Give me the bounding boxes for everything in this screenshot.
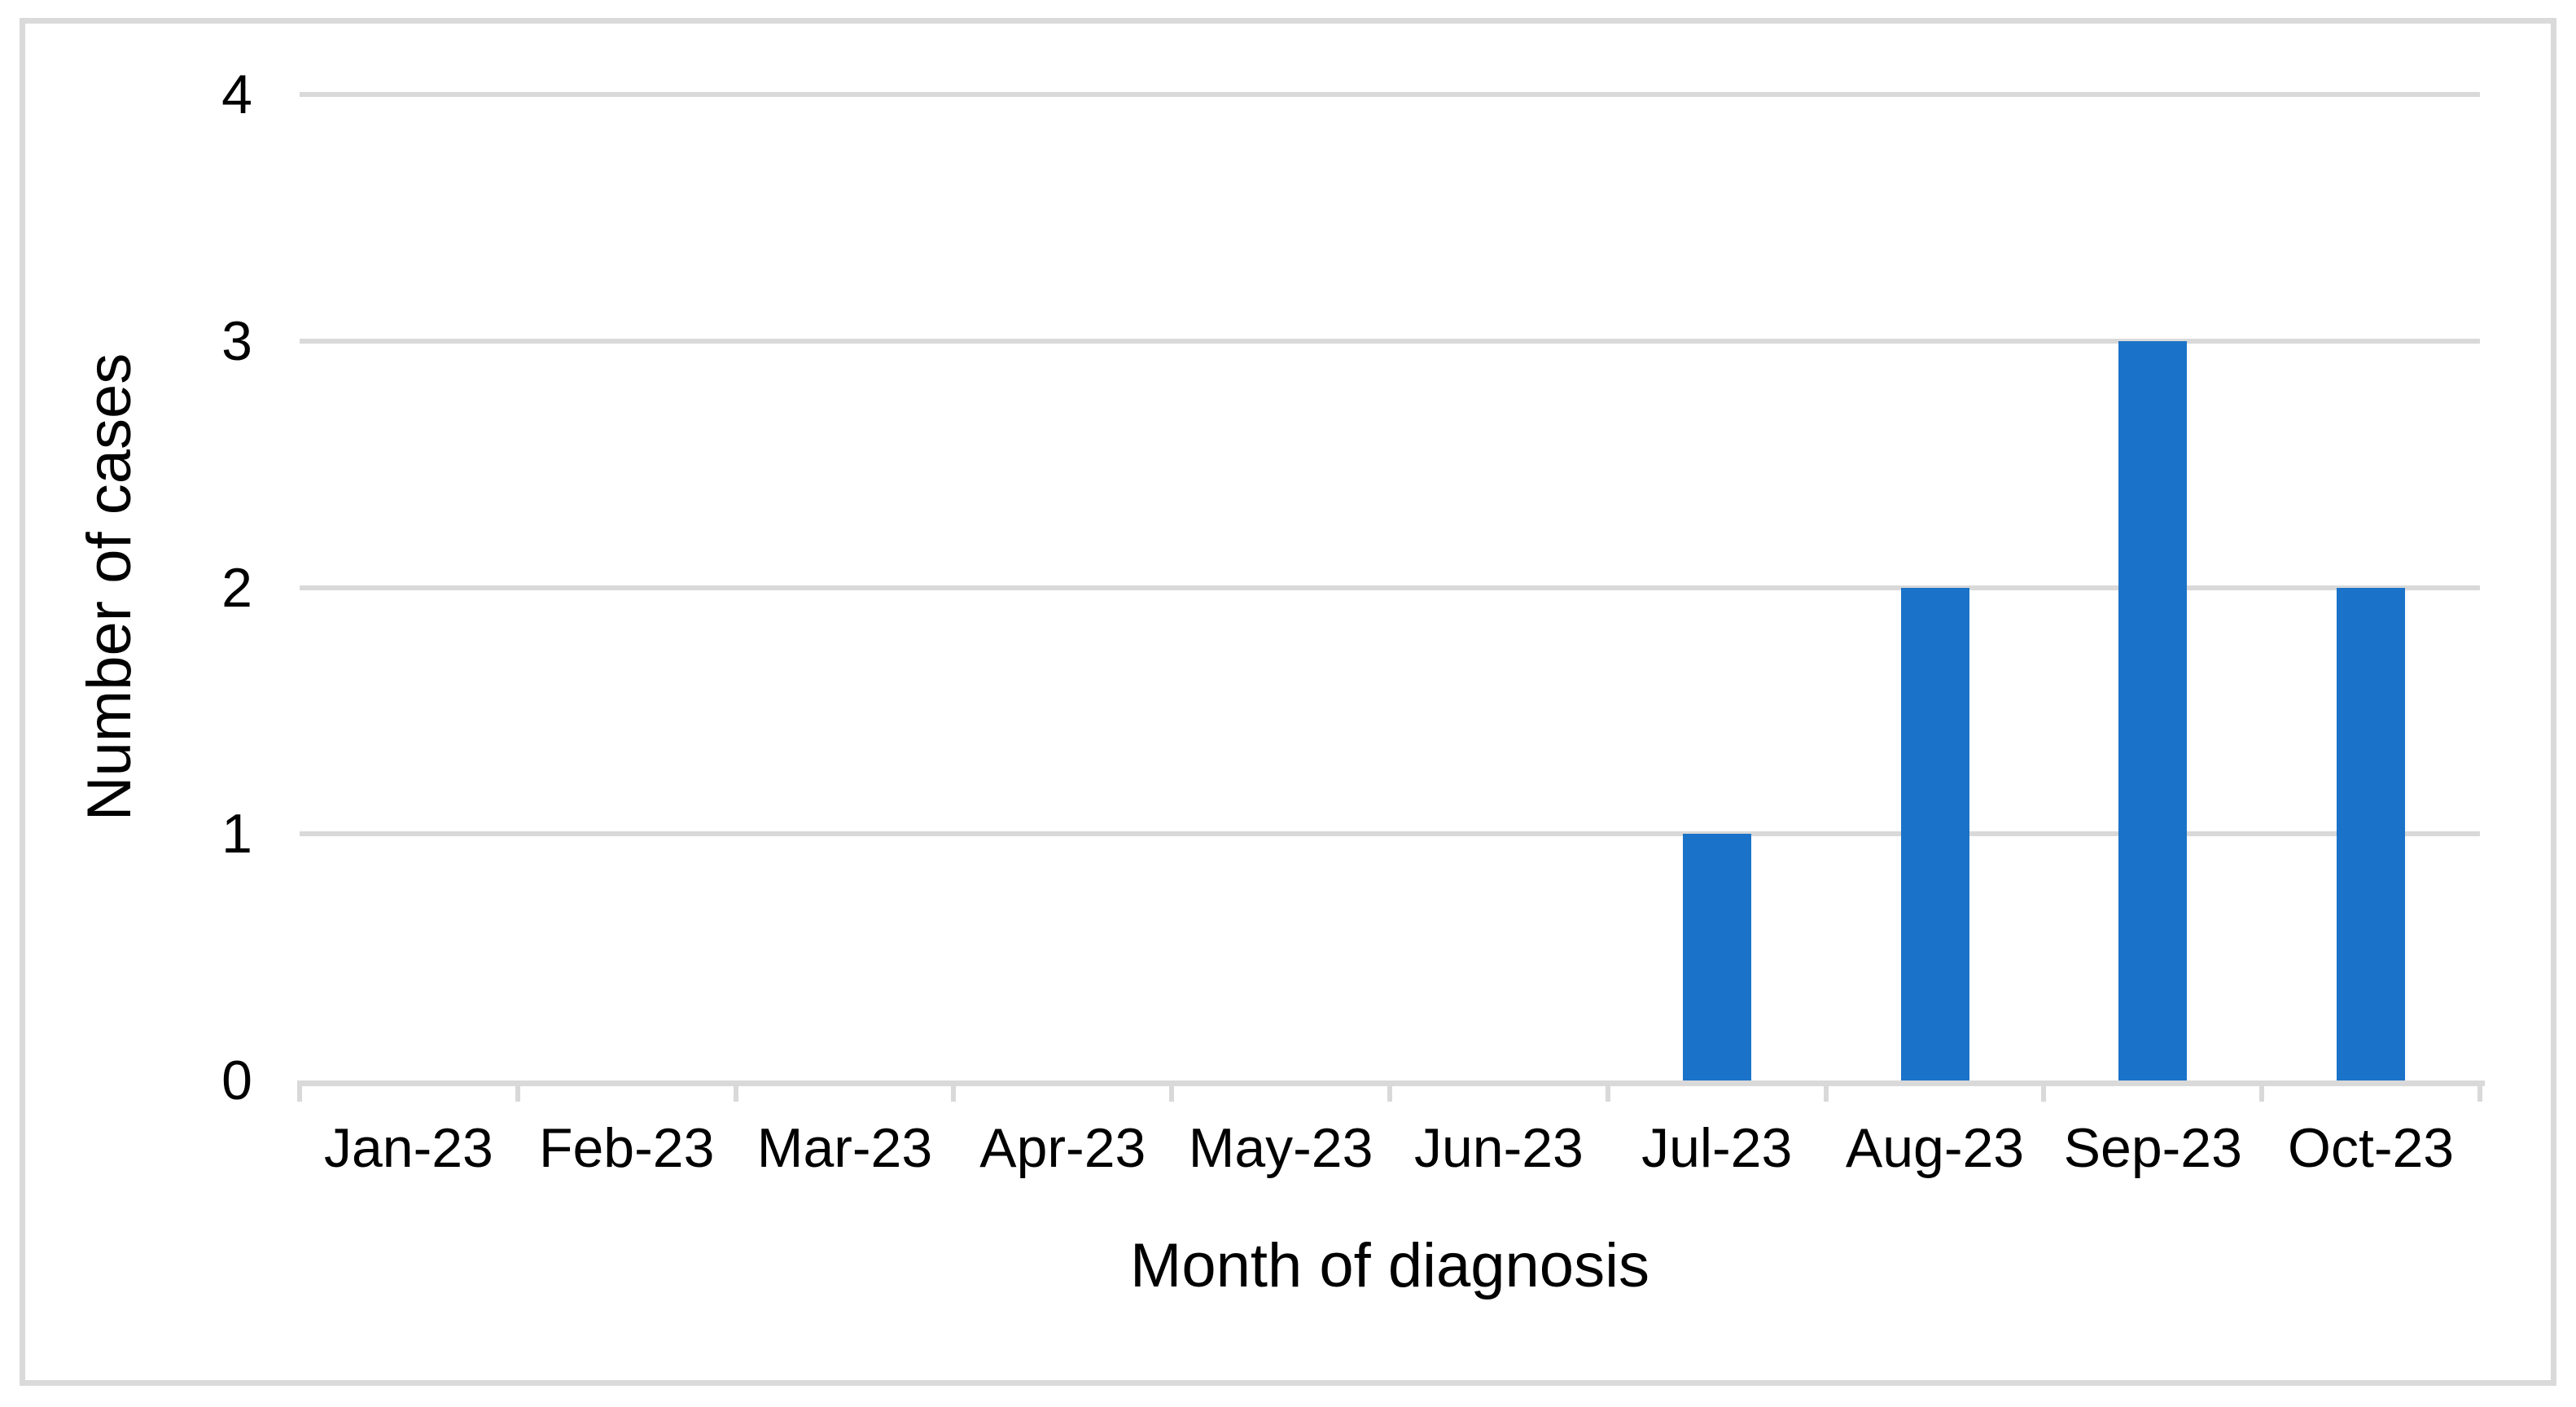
- x-tick-label-sep-23: Sep-23: [2063, 1117, 2242, 1179]
- chart-border: [20, 18, 2556, 1386]
- x-tick-label-jun-23: Jun-23: [1413, 1117, 1584, 1179]
- x-tick-mark: [951, 1080, 957, 1102]
- x-tick-label-jul-23: Jul-23: [1641, 1117, 1793, 1179]
- x-tick-mark: [2259, 1080, 2265, 1102]
- x-tick-label-may-23: May-23: [1188, 1117, 1373, 1179]
- gridline-y4: [300, 92, 2480, 97]
- x-axis-title: Month of diagnosis: [1130, 1231, 1649, 1300]
- x-tick-label-apr-23: Apr-23: [979, 1117, 1146, 1179]
- x-tick-mark: [515, 1080, 520, 1102]
- x-tick-mark: [2041, 1080, 2047, 1102]
- x-tick-mark: [297, 1080, 302, 1102]
- bar-sep-23: [2118, 340, 2188, 1080]
- bar-oct-23: [2337, 587, 2406, 1080]
- x-tick-mark: [1169, 1080, 1175, 1102]
- x-tick-mark: [1823, 1080, 1829, 1102]
- y-tick-label-1: 1: [221, 803, 252, 866]
- x-tick-label-mar-23: Mar-23: [756, 1117, 933, 1179]
- x-tick-mark: [1387, 1080, 1392, 1102]
- bar-jul-23: [1682, 834, 1751, 1080]
- y-tick-label-2: 2: [221, 556, 252, 619]
- x-tick-mark: [1605, 1080, 1610, 1102]
- bar-aug-23: [1900, 587, 1969, 1080]
- x-tick-label-oct-23: Oct-23: [2288, 1117, 2455, 1179]
- x-tick-label-jan-23: Jan-23: [323, 1117, 493, 1179]
- y-tick-label-3: 3: [221, 309, 252, 372]
- gridline-y3: [300, 338, 2480, 344]
- gridline-y1: [300, 831, 2480, 837]
- x-tick-label-aug-23: Aug-23: [1845, 1117, 2025, 1179]
- x-tick-mark: [733, 1080, 738, 1102]
- y-tick-label-4: 4: [221, 64, 252, 125]
- gridline-y2: [300, 585, 2480, 590]
- x-tick-label-feb-23: Feb-23: [538, 1117, 715, 1179]
- x-axis-line: [300, 1080, 2485, 1086]
- x-tick-mark: [2477, 1080, 2482, 1102]
- y-tick-label-0: 0: [221, 1050, 252, 1111]
